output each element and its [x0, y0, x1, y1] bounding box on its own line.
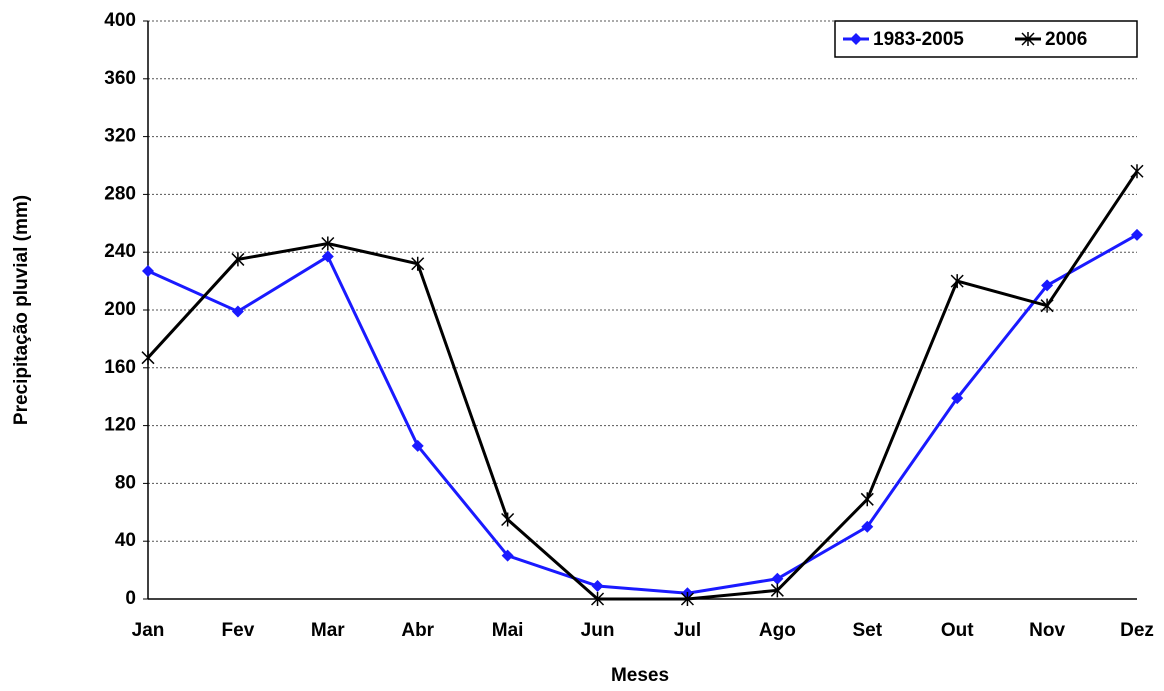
marker [321, 236, 335, 251]
marker [850, 33, 862, 45]
series-line [146, 170, 1139, 601]
x-tick-label: Jan [132, 620, 165, 641]
y-tick-label: 280 [104, 183, 136, 204]
marker [231, 305, 244, 318]
x-tick-label: Dez [1120, 620, 1154, 641]
marker [1131, 228, 1143, 241]
marker [1130, 164, 1144, 179]
marker [770, 583, 784, 598]
x-tick-label: Ago [759, 620, 796, 641]
marker [231, 252, 245, 267]
y-tick-label: 120 [104, 415, 136, 436]
x-tick-label: Mai [492, 620, 524, 641]
marker [411, 256, 425, 271]
x-tick-label: Nov [1029, 620, 1065, 641]
marker [771, 572, 784, 585]
marker [141, 350, 155, 365]
y-tick-label: 320 [104, 126, 136, 147]
y-tick-label: 80 [115, 472, 136, 493]
marker [501, 549, 514, 562]
y-tick-label: 200 [104, 299, 136, 320]
x-tick-label: Fev [222, 620, 255, 641]
marker [861, 520, 874, 533]
x-axis-title: Meses [611, 665, 669, 686]
marker [860, 492, 874, 507]
marker [680, 592, 694, 606]
marker [1040, 298, 1054, 313]
legend-box [834, 20, 1138, 58]
y-axis-title: Precipitação pluvial (mm) [11, 195, 32, 425]
y-tick-label: 360 [104, 68, 136, 89]
marker [501, 512, 515, 527]
legend-label: 1983-2005 [873, 29, 964, 50]
marker [411, 439, 424, 452]
y-tick-label: 0 [125, 588, 136, 609]
marker [591, 592, 605, 606]
x-tick-label: Jun [581, 620, 615, 641]
y-tick-label: 40 [115, 530, 136, 551]
series-line [147, 233, 1138, 595]
x-tick-label: Abr [401, 620, 434, 641]
x-tick-label: Jul [674, 620, 701, 641]
x-tick-label: Set [852, 620, 882, 641]
marker [951, 392, 964, 405]
y-tick-label: 400 [104, 10, 136, 31]
marker [1041, 279, 1054, 292]
marker [321, 250, 334, 263]
y-tick-label: 160 [104, 357, 136, 378]
marker [591, 579, 604, 592]
x-tick-label: Mar [311, 620, 345, 641]
y-tick-label: 240 [104, 241, 136, 262]
x-tick-label: Out [941, 620, 974, 641]
marker [142, 264, 154, 277]
marker [1021, 32, 1035, 46]
legend-label: 2006 [1045, 29, 1087, 50]
marker [950, 274, 964, 289]
